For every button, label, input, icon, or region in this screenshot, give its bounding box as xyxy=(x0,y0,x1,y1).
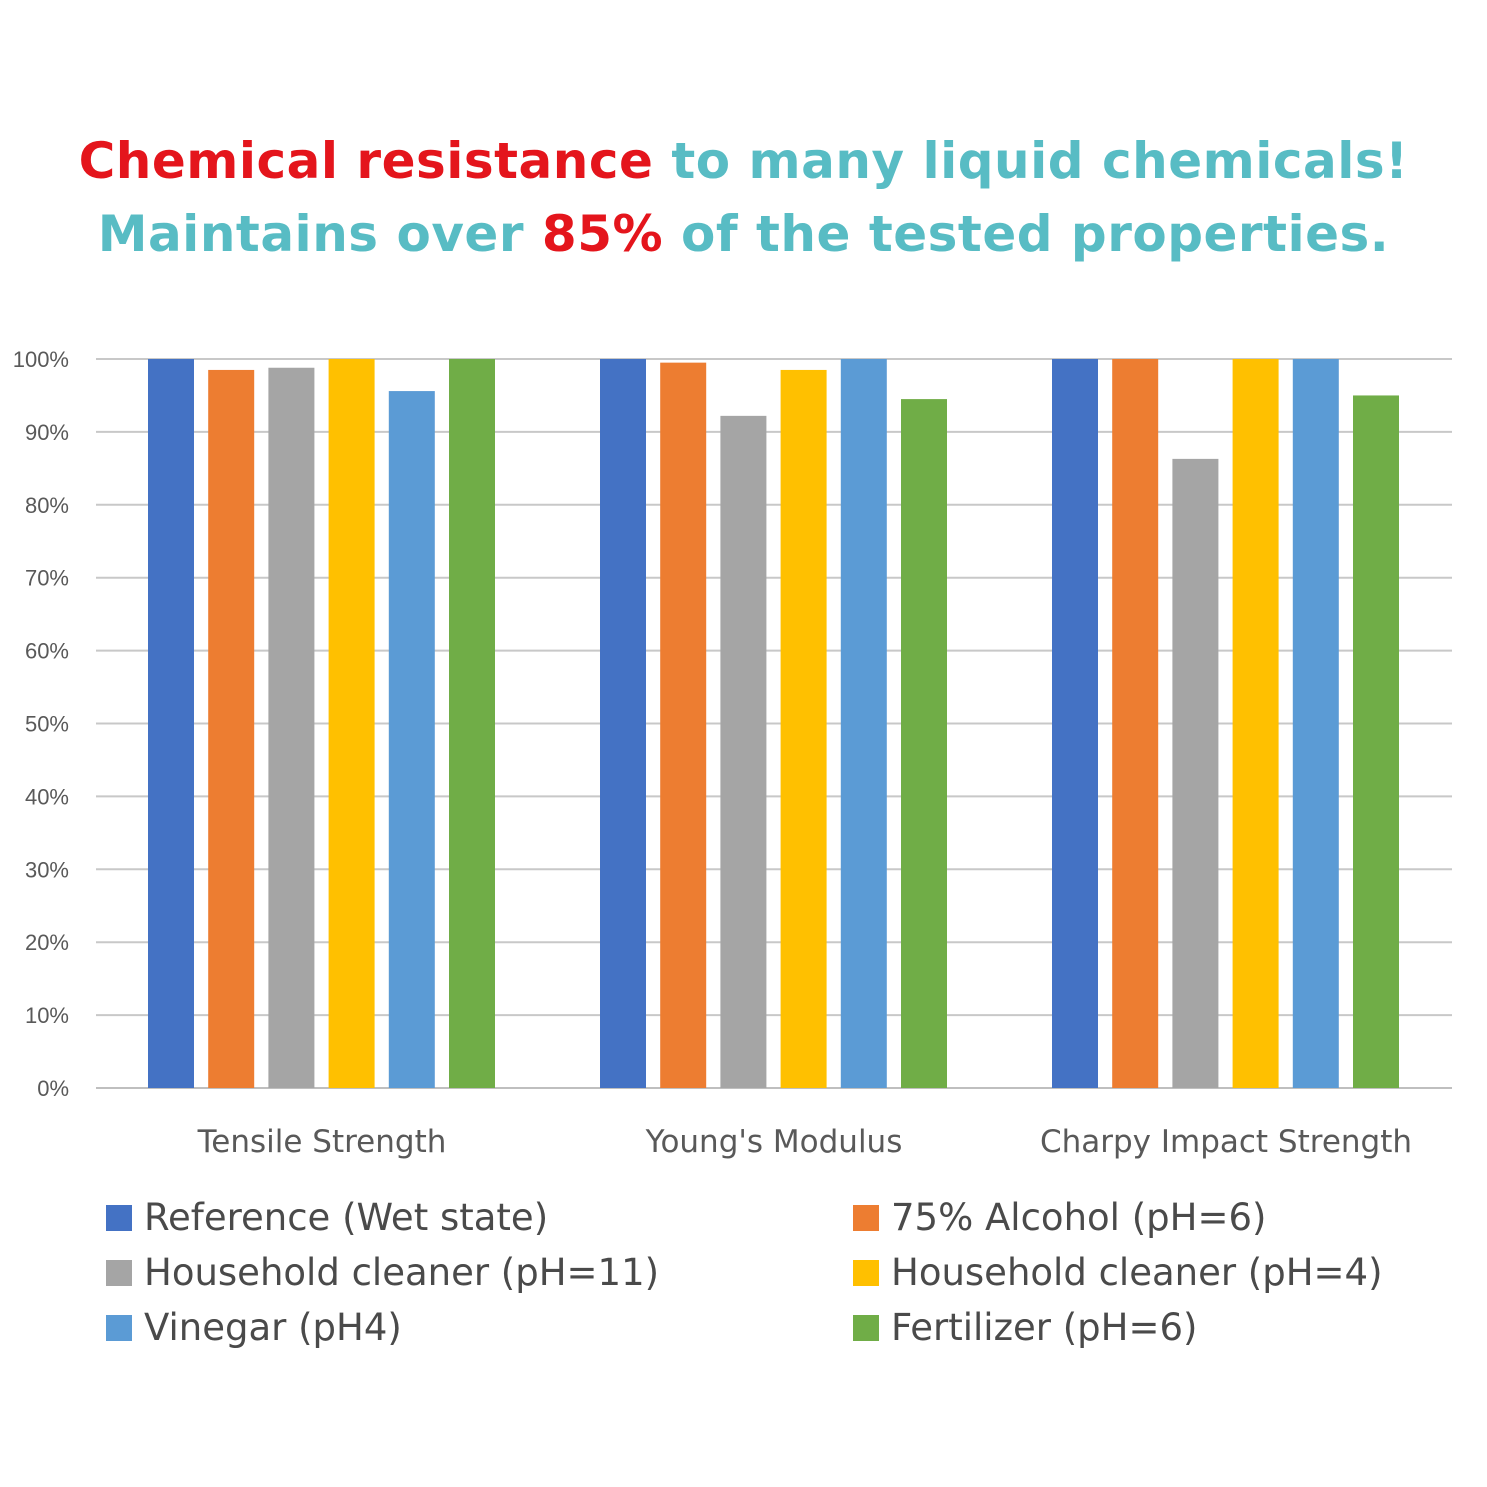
headline-teal-text-a: Maintains over xyxy=(97,205,524,263)
bar xyxy=(388,391,435,1088)
y-tick-label: 20% xyxy=(25,930,69,955)
y-tick-label: 80% xyxy=(25,493,69,518)
legend-swatch xyxy=(853,1314,879,1341)
legend-swatch xyxy=(106,1204,132,1231)
legend-item: Reference (Wet state) xyxy=(106,1196,548,1239)
legend-label: Household cleaner (pH=11) xyxy=(144,1251,660,1294)
bar xyxy=(1353,395,1399,1088)
y-tick-label: 30% xyxy=(25,857,69,882)
y-tick-label: 100% xyxy=(13,347,69,372)
legend-item: Household cleaner (pH=11) xyxy=(106,1251,659,1294)
y-tick-label: 40% xyxy=(25,784,69,809)
legend-label: Fertilizer (pH=6) xyxy=(891,1306,1198,1349)
legend-swatch xyxy=(106,1314,132,1341)
bar xyxy=(780,369,827,1088)
bar xyxy=(720,415,767,1088)
headline-line-2: Maintains over 85% of the tested propert… xyxy=(0,205,1487,263)
bar xyxy=(1292,359,1339,1088)
x-category-label: Young's Modulus xyxy=(645,1124,903,1160)
y-tick-label: 90% xyxy=(25,420,69,445)
legend-label: Household cleaner (pH=4) xyxy=(891,1251,1383,1294)
bar xyxy=(268,367,315,1088)
bar xyxy=(1112,359,1159,1088)
y-tick-label: 0% xyxy=(37,1076,69,1101)
headline-red-percent: 85% xyxy=(541,205,664,263)
bar xyxy=(1232,359,1279,1088)
legend-item: Vinegar (pH4) xyxy=(106,1306,402,1349)
bar-chart: 0% 10% 20% 30% 40% 50% 60% 70% 80% 90% 100% Tensile… xyxy=(13,347,1452,1160)
bar xyxy=(600,359,646,1088)
bar xyxy=(901,399,947,1089)
headline-line-1: Chemical resistance to many liquid chemi… xyxy=(0,132,1487,190)
legend-item: Fertilizer (pH=6) xyxy=(853,1306,1197,1349)
legend-swatch xyxy=(853,1204,879,1231)
legend-swatch xyxy=(853,1259,879,1286)
bar xyxy=(449,359,495,1088)
bar xyxy=(660,362,707,1088)
bar xyxy=(148,359,194,1088)
x-category-label: Tensile Strength xyxy=(197,1124,447,1160)
legend-item: Household cleaner (pH=4) xyxy=(853,1251,1383,1294)
legend-swatch xyxy=(106,1259,132,1286)
bar xyxy=(1172,458,1219,1088)
legend-item: 75% Alcohol (pH=6) xyxy=(853,1196,1266,1239)
y-tick-label: 60% xyxy=(25,639,69,664)
headline-teal-text-b: of the tested properties. xyxy=(681,205,1390,263)
legend-label: 75% Alcohol (pH=6) xyxy=(891,1196,1267,1239)
bar xyxy=(208,369,255,1088)
headline-red-text: Chemical resistance xyxy=(78,132,654,190)
legend-label: Reference (Wet state) xyxy=(144,1196,549,1239)
bar xyxy=(328,359,375,1088)
y-tick-label: 10% xyxy=(25,1003,69,1028)
bar xyxy=(840,359,887,1088)
y-tick-label: 70% xyxy=(25,566,69,591)
headline-teal-text: to many liquid chemicals! xyxy=(671,132,1409,190)
bar xyxy=(1052,359,1098,1088)
legend-label: Vinegar (pH4) xyxy=(144,1306,402,1349)
y-tick-label: 50% xyxy=(25,712,69,737)
x-category-label: Charpy Impact Strength xyxy=(1040,1124,1412,1160)
